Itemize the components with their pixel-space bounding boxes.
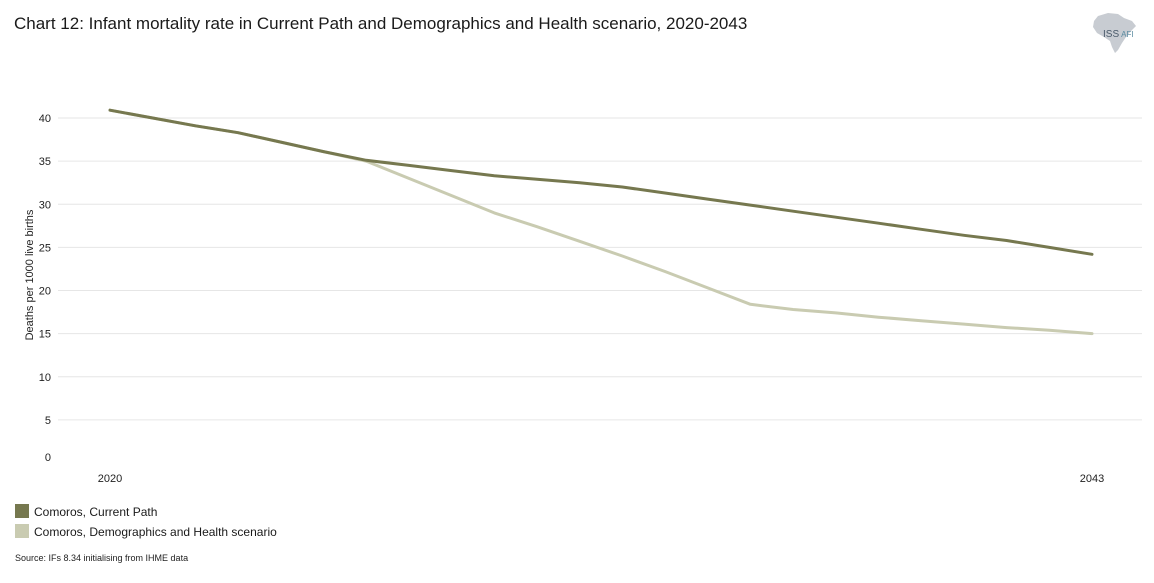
- y-tick-label-0: 0: [45, 452, 51, 464]
- y-axis-label: Deaths per 1000 live births: [24, 209, 36, 340]
- chart-title: Chart 12: Infant mortality rate in Curre…: [14, 14, 748, 33]
- x-tick-label-2020: 2020: [98, 473, 122, 485]
- x-tick-labels: 2020 2043: [98, 473, 1104, 485]
- gridlines: [58, 117, 1142, 421]
- y-tick-label-30: 30: [39, 199, 51, 211]
- line-chart: 0 5 10 15 20 25 30 35 40 2020 2043 Deaths per 100…: [24, 108, 1142, 485]
- series-line-dh-scenario: [108, 108, 1094, 336]
- y-tick-label-25: 25: [39, 242, 51, 254]
- y-tick-label-40: 40: [39, 113, 51, 125]
- africa-map-icon: [1093, 13, 1136, 53]
- y-tick-label-5: 5: [45, 415, 51, 427]
- logo-main-text: ISS: [1103, 29, 1120, 40]
- legend-label-dh-scenario: Comoros, Demographics and Health scenari…: [34, 525, 277, 539]
- y-tick-labels: 0 5 10 15 20 25 30 35 40: [39, 113, 51, 464]
- legend-swatch-dh-scenario: [15, 524, 29, 538]
- y-tick-label-20: 20: [39, 286, 51, 298]
- iss-afi-logo: ISS AFI: [1103, 29, 1134, 40]
- y-tick-label-15: 15: [39, 329, 51, 341]
- legend-label-current-path: Comoros, Current Path: [34, 505, 158, 519]
- y-tick-label-10: 10: [39, 372, 51, 384]
- logo-sub-text: AFI: [1121, 30, 1134, 39]
- series-line-current-path: [108, 108, 1094, 256]
- source-note: Source: IFs 8.34 initialising from IHME …: [15, 553, 189, 563]
- legend-swatch-current-path: [15, 504, 29, 518]
- y-tick-label-35: 35: [39, 156, 51, 168]
- series-lines: [108, 108, 1094, 336]
- x-tick-label-2043: 2043: [1080, 473, 1104, 485]
